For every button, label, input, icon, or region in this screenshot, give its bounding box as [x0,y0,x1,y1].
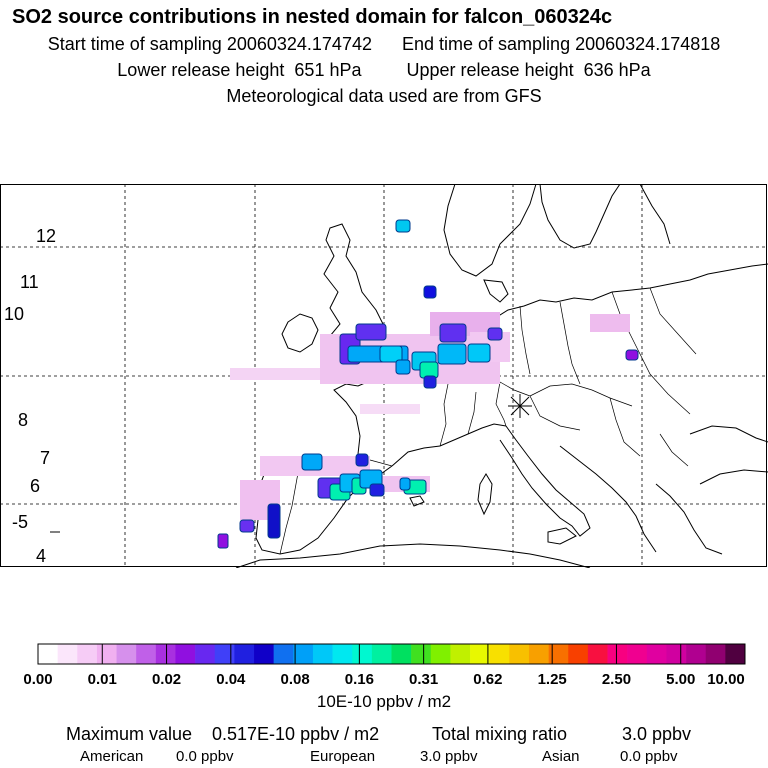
upper-height-label: Upper release height [406,60,574,80]
met-data-line: Meteorological data used are from GFS [226,86,542,106]
flight-label-4: 4 [36,546,46,566]
legend-swatch [371,644,392,664]
legend-swatch [528,644,549,664]
legend-tick-label: 0.01 [88,671,117,688]
receptor-star-marker [508,394,532,418]
legend-swatch [470,644,490,664]
legend-tick-label: 0.16 [345,671,374,688]
so2-contribution-field [217,219,639,549]
legend-swatch [273,644,294,664]
european-value: 3.0 ppbv [420,748,478,765]
flight-label-12: 12 [36,226,56,246]
flight-label-10: 10 [4,304,24,324]
legend-swatch [77,644,98,664]
legend-swatch [489,644,510,664]
legend-tick-label: 10.00 [707,671,745,688]
legend-swatch [96,644,117,664]
legend-swatch [430,644,451,664]
legend-tick-label: 1.25 [538,671,567,688]
legend-tick-label: 0.08 [280,671,309,688]
flight-label-11: 11 [20,272,39,292]
flight-label-6: 6 [30,476,40,496]
legend-swatch [155,644,176,664]
legend-tick-label: 0.31 [409,671,438,688]
legend-units: 10E-10 ppbv / m2 [316,692,452,711]
sampling-times-line: Start time of sampling 20060324.174742 E… [0,34,768,55]
asian-value: 0.0 ppbv [620,748,678,765]
legend-swatch [587,644,608,664]
legend-swatches [37,643,746,665]
legend-swatch [116,644,137,664]
flight-label-8: 8 [18,410,28,430]
legend-tick-label: 2.50 [602,671,631,688]
legend-swatch [725,644,746,664]
legend-tick-label: 5.00 [666,671,695,688]
release-height-line: Lower release height 651 hPa Upper relea… [0,60,768,81]
end-time-value: 20060324.174818 [575,34,721,54]
legend-swatch [136,644,157,664]
legend-swatch [312,644,333,664]
flight-label-7: 7 [40,448,50,468]
legend-swatch [175,644,196,664]
total-mixing-label: Total mixing ratio [432,724,568,744]
upper-height-value: 636 hPa [583,60,651,80]
legend-swatch [627,644,648,664]
legend-swatch [332,644,353,664]
legend-swatch [450,644,471,664]
plot-title: SO2 source contributions in nested domai… [12,6,613,28]
legend-swatch [646,644,667,664]
legend-swatch [214,644,235,664]
legend-tick-label: 0.62 [473,671,502,688]
legend-swatch [293,644,314,664]
legend-swatch [509,644,530,664]
legend-swatch [234,644,255,664]
legend-swatch [548,644,569,664]
legend-swatch [568,644,589,664]
legend-swatch [666,644,687,664]
flight-label-minus5: -5 [12,512,28,532]
legend-tick-label: 0.00 [23,671,52,688]
end-time-label: End time of sampling [402,34,571,54]
legend-tick-label: 0.02 [152,671,181,688]
start-time-value: 20060324.174742 [226,34,372,54]
lower-height-value: 651 hPa [294,60,362,80]
legend-swatch [411,644,432,664]
legend-swatch [607,644,628,664]
legend-swatch [195,644,216,664]
max-value: 0.517E-10 ppbv / m2 [212,724,380,744]
flight-track-labels: 12 11 10 8 7 6 -5 4 [4,226,56,566]
source-contribution-map: 12 11 10 8 7 6 -5 4 [0,184,768,568]
total-mixing-value: 3.0 ppbv [622,724,692,744]
legend-swatch [391,644,412,664]
start-time-label: Start time of sampling [47,34,222,54]
lower-height-label: Lower release height [117,60,285,80]
legend-swatch [705,644,726,664]
legend-tick-label: 0.04 [216,671,246,688]
legend-swatch [352,644,373,664]
european-label: European [310,748,376,765]
asian-label: Asian [542,748,580,765]
legend-swatch [38,644,58,664]
legend-swatch [57,644,78,664]
american-value: 0.0 ppbv [176,748,234,765]
legend-swatch [254,644,274,664]
legend-swatch [686,644,707,664]
american-label: American [80,748,144,765]
max-value-label: Maximum value [66,724,193,744]
color-scale-legend: 0.00 0.01 0.02 0.04 0.08 0.16 0.31 0.62 1.25 2.50… [23,643,746,688]
legend-tick-labels: 0.00 0.01 0.02 0.04 0.08 0.16 0.31 0.62 1.25 2.50… [23,644,746,688]
